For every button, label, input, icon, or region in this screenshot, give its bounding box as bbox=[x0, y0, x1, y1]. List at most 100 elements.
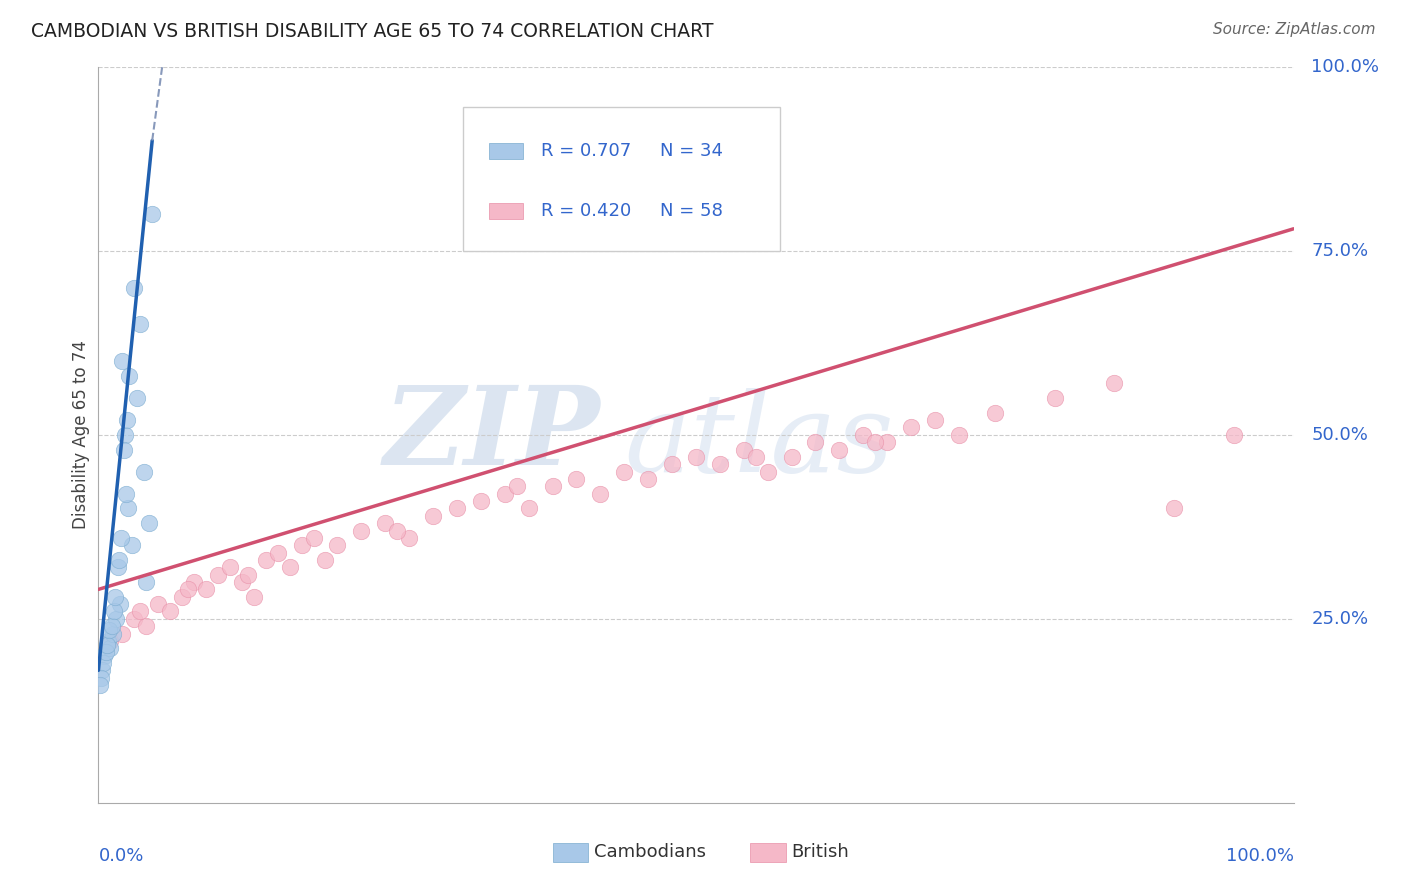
Point bbox=[96, 638, 118, 652]
Point bbox=[865, 435, 887, 450]
Point bbox=[112, 442, 135, 457]
Point bbox=[183, 574, 205, 589]
Point bbox=[135, 574, 157, 589]
Point bbox=[107, 560, 129, 574]
Point bbox=[104, 590, 127, 604]
Point bbox=[924, 413, 946, 427]
Point bbox=[278, 560, 301, 574]
Text: Source: ZipAtlas.com: Source: ZipAtlas.com bbox=[1212, 22, 1375, 37]
Point bbox=[756, 465, 779, 479]
Point bbox=[132, 465, 155, 479]
Text: N = 58: N = 58 bbox=[661, 202, 723, 220]
Point bbox=[422, 508, 444, 523]
Point bbox=[267, 545, 290, 560]
Point bbox=[398, 531, 420, 545]
Point bbox=[129, 605, 152, 619]
Point bbox=[1223, 427, 1246, 442]
Point bbox=[613, 465, 636, 479]
Point bbox=[745, 450, 768, 464]
Point bbox=[98, 623, 121, 637]
Text: atlas: atlas bbox=[624, 388, 894, 496]
Point bbox=[446, 501, 468, 516]
Point bbox=[135, 619, 157, 633]
Point bbox=[900, 420, 922, 434]
Point bbox=[124, 280, 146, 294]
Point bbox=[103, 605, 125, 619]
Point bbox=[254, 553, 277, 567]
Text: CAMBODIAN VS BRITISH DISABILITY AGE 65 TO 74 CORRELATION CHART: CAMBODIAN VS BRITISH DISABILITY AGE 65 T… bbox=[31, 22, 713, 41]
Point bbox=[637, 472, 659, 486]
Text: 100.0%: 100.0% bbox=[1312, 58, 1379, 76]
Point bbox=[90, 671, 112, 685]
Point bbox=[97, 633, 120, 648]
Point bbox=[118, 369, 141, 384]
Text: R = 0.420: R = 0.420 bbox=[541, 202, 631, 220]
Text: 0.0%: 0.0% bbox=[98, 847, 143, 865]
Point bbox=[111, 354, 134, 368]
FancyBboxPatch shape bbox=[463, 107, 780, 251]
Point bbox=[129, 318, 152, 332]
Point bbox=[315, 553, 337, 567]
Bar bbox=[553, 843, 589, 862]
Point bbox=[804, 435, 827, 450]
Point bbox=[326, 538, 349, 552]
Bar bbox=[749, 843, 786, 862]
Point bbox=[115, 487, 138, 501]
Point bbox=[91, 656, 114, 670]
Point bbox=[350, 524, 373, 538]
Point bbox=[828, 442, 851, 457]
Point bbox=[565, 472, 588, 486]
Point bbox=[195, 582, 218, 597]
Point bbox=[117, 501, 139, 516]
Point bbox=[107, 553, 129, 567]
Point bbox=[541, 479, 564, 493]
Point bbox=[93, 648, 115, 663]
Point bbox=[177, 582, 200, 597]
Point bbox=[108, 597, 131, 611]
Point bbox=[685, 450, 707, 464]
Text: Cambodians: Cambodians bbox=[595, 843, 706, 861]
Point bbox=[661, 457, 683, 471]
Text: 100.0%: 100.0% bbox=[1226, 847, 1294, 865]
Text: 75.0%: 75.0% bbox=[1312, 242, 1368, 260]
Text: N = 34: N = 34 bbox=[661, 142, 723, 160]
Point bbox=[101, 626, 124, 640]
FancyBboxPatch shape bbox=[489, 203, 523, 219]
Point bbox=[159, 605, 181, 619]
Text: 25.0%: 25.0% bbox=[1312, 610, 1368, 628]
Text: 50.0%: 50.0% bbox=[1312, 425, 1368, 444]
Point bbox=[374, 516, 396, 530]
Point bbox=[948, 427, 970, 442]
Point bbox=[110, 531, 132, 545]
Text: British: British bbox=[792, 843, 849, 861]
Point bbox=[89, 678, 111, 692]
Point bbox=[291, 538, 314, 552]
Point bbox=[1163, 501, 1185, 516]
Point bbox=[1104, 376, 1126, 391]
Point bbox=[733, 442, 755, 457]
Point bbox=[385, 524, 409, 538]
Point bbox=[207, 567, 229, 582]
FancyBboxPatch shape bbox=[489, 143, 523, 159]
Point bbox=[1043, 391, 1066, 405]
Point bbox=[506, 479, 529, 493]
Point bbox=[876, 435, 898, 450]
Point bbox=[94, 645, 117, 659]
Point bbox=[114, 427, 136, 442]
Point bbox=[219, 560, 242, 574]
Y-axis label: Disability Age 65 to 74: Disability Age 65 to 74 bbox=[72, 341, 90, 529]
Point bbox=[302, 531, 325, 545]
Point bbox=[98, 641, 122, 656]
Point bbox=[984, 406, 1007, 420]
Point bbox=[470, 494, 492, 508]
Point bbox=[125, 391, 148, 405]
Text: ZIP: ZIP bbox=[384, 381, 600, 489]
Point bbox=[517, 501, 540, 516]
Point bbox=[100, 619, 122, 633]
Point bbox=[141, 207, 163, 221]
Point bbox=[231, 574, 253, 589]
Point bbox=[138, 516, 160, 530]
Point bbox=[111, 626, 134, 640]
Point bbox=[852, 427, 875, 442]
Point bbox=[236, 567, 259, 582]
